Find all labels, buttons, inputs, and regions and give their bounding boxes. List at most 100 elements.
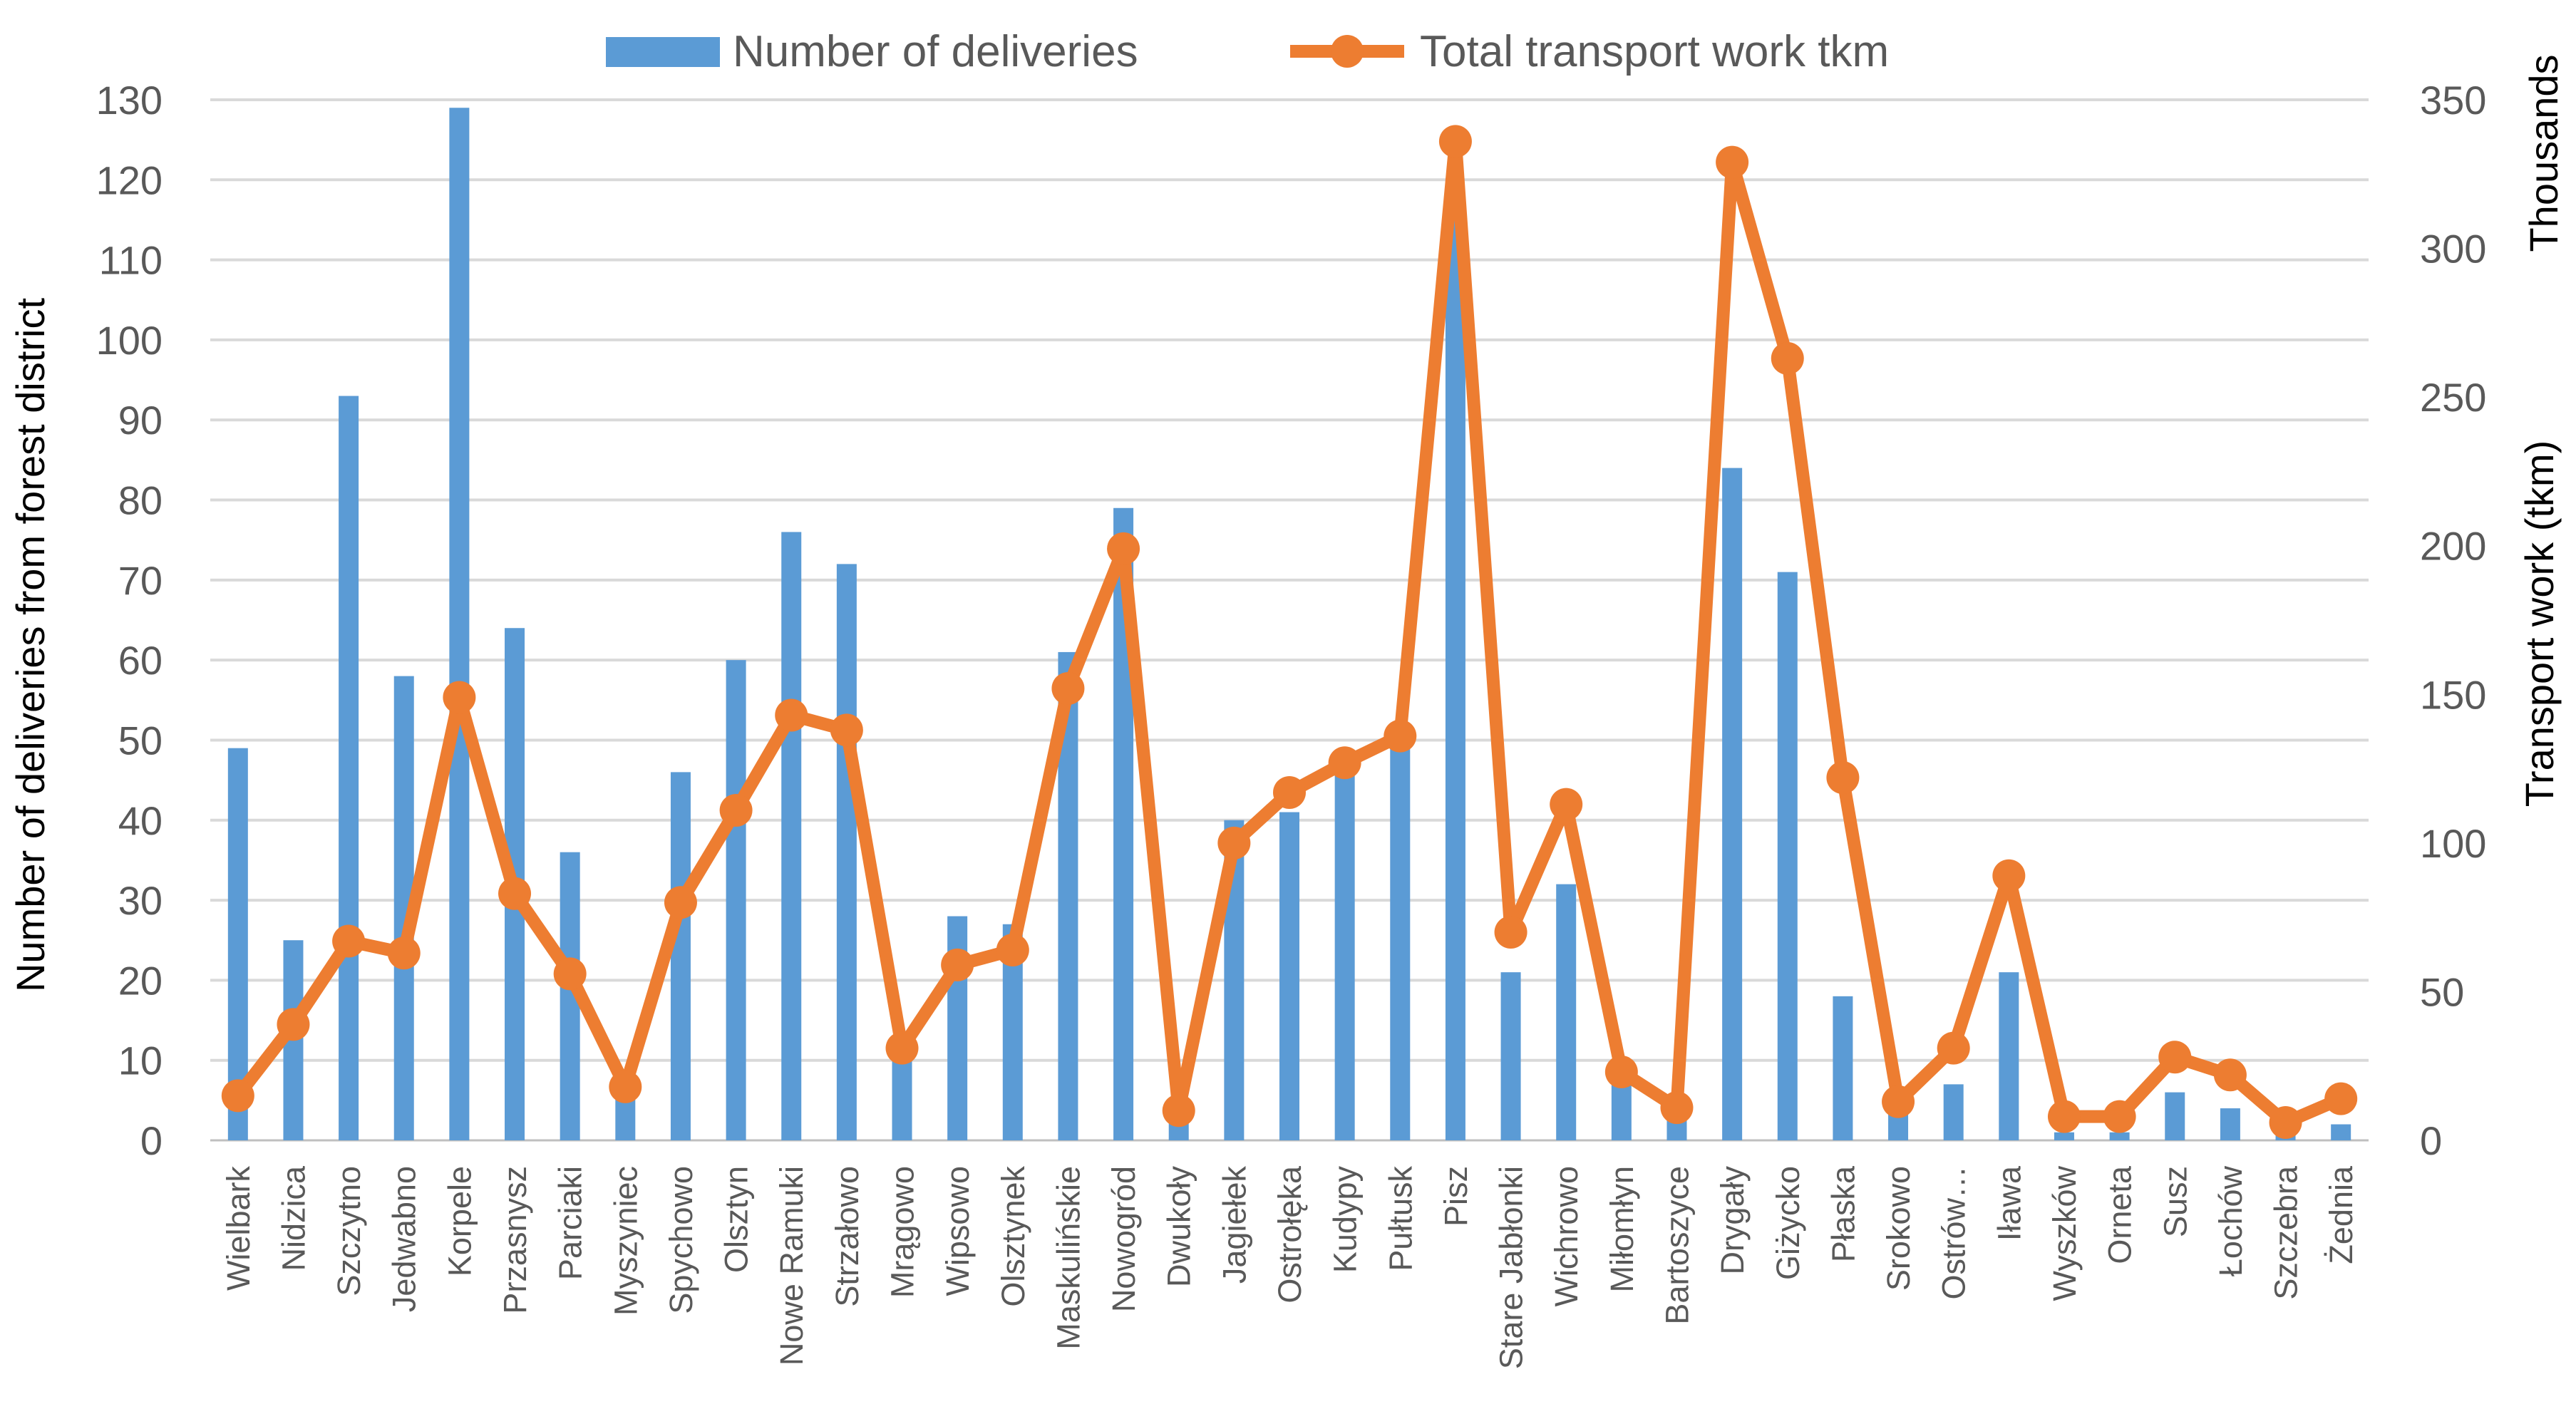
bar (1943, 1084, 1964, 1140)
category-label: Nidzica (275, 1165, 311, 1271)
line-marker (1162, 1094, 1195, 1128)
category-label: Żednia (2323, 1165, 2359, 1264)
bar (836, 564, 857, 1140)
line-marker (1716, 145, 1749, 179)
line-marker (2103, 1100, 2136, 1133)
line-marker (2324, 1082, 2358, 1115)
bar (1833, 996, 1853, 1140)
left-tick-label: 80 (118, 478, 163, 523)
left-tick-label: 70 (118, 558, 163, 603)
line-marker (1384, 719, 1417, 753)
bar (1334, 755, 1355, 1140)
line-marker (387, 936, 421, 970)
left-tick-label: 20 (118, 958, 163, 1003)
line-marker (1882, 1085, 1915, 1118)
category-label: Mrągowo (885, 1166, 921, 1298)
left-axis-ticks: 0 10 20 30 40 50 60 70 80 90 100 110 120 130 (96, 78, 163, 1163)
category-labels: Wielbark Nidzica Szczytno Jedwabno Korpele Pr… (220, 1165, 2359, 1369)
line-marker (221, 1079, 254, 1113)
bar (2331, 1124, 2351, 1140)
category-label: Pułtusk (1382, 1166, 1418, 1271)
category-label: Bartoszyce (1659, 1166, 1695, 1325)
line-marker (1217, 826, 1251, 860)
right-tick-label: 300 (2420, 227, 2486, 272)
legend-swatch-bars (606, 37, 720, 67)
line-marker (2213, 1058, 2247, 1092)
category-label: Susz (2157, 1166, 2193, 1237)
line-marker (1328, 746, 1361, 780)
category-label: Nowe Ramuki (773, 1166, 810, 1366)
right-tick-label: 350 (2420, 78, 2486, 123)
left-tick-label: 90 (118, 398, 163, 443)
left-tick-label: 0 (140, 1118, 163, 1163)
left-tick-label: 10 (118, 1038, 163, 1083)
category-label: Jedwabno (386, 1166, 423, 1312)
left-axis-title: Number of deliveries from forest distric… (8, 298, 53, 993)
legend-label-bars: Number of deliveries (733, 27, 1138, 76)
left-tick-label: 40 (118, 798, 163, 843)
line-marker (830, 713, 863, 747)
category-label: Srokowo (1880, 1166, 1917, 1291)
category-label: Pisz (1438, 1166, 1474, 1227)
bar (1500, 972, 1521, 1140)
line-marker (553, 957, 587, 991)
left-tick-label: 110 (99, 238, 163, 283)
category-label: Strzałowo (829, 1166, 865, 1307)
line-marker (2269, 1105, 2302, 1139)
right-tick-label: 0 (2420, 1118, 2442, 1163)
legend: Number of deliveries Total transport wor… (606, 27, 1889, 76)
category-label: Wipsowo (939, 1166, 976, 1296)
category-label: Płaska (1825, 1165, 1861, 1262)
bar (1390, 732, 1411, 1140)
category-label: Nowogród (1106, 1166, 1142, 1312)
line-marker (1604, 1056, 1638, 1089)
category-label: Ostrołęka (1272, 1165, 1308, 1304)
line-marker (498, 877, 532, 910)
category-label: Korpele (441, 1166, 478, 1276)
line-marker (1826, 761, 1860, 795)
line-marker (1937, 1031, 1970, 1065)
line-marker (2158, 1041, 2192, 1074)
line-marker (885, 1031, 919, 1065)
bar (2220, 1108, 2240, 1140)
line-marker (1107, 532, 1140, 565)
category-label: Giżycko (1770, 1166, 1806, 1280)
category-label: Iława (1991, 1165, 2027, 1241)
bar (227, 748, 248, 1140)
category-label: Stare Jabłonki (1493, 1166, 1530, 1369)
category-label: Ostrów… (1936, 1166, 1972, 1300)
bar (1445, 220, 1465, 1140)
right-tick-label: 100 (2420, 821, 2486, 866)
line-marker (775, 698, 808, 732)
line-marker (443, 681, 476, 714)
right-axis-unit-label: Thousands (2521, 54, 2566, 252)
bar (2165, 1092, 2185, 1140)
line-marker (719, 793, 753, 827)
category-label: Wielbark (220, 1166, 257, 1291)
left-tick-label: 100 (96, 318, 163, 363)
category-label: Szczytno (331, 1166, 367, 1296)
left-tick-label: 60 (118, 638, 163, 683)
right-tick-label: 250 (2420, 375, 2486, 420)
line-marker (1273, 775, 1306, 809)
line-marker (1438, 125, 1472, 158)
bar (2054, 1132, 2074, 1140)
right-tick-label: 50 (2420, 969, 2464, 1014)
line-marker (2047, 1100, 2081, 1133)
line-marker (1494, 916, 1527, 949)
line-marker (277, 1008, 310, 1041)
bar (670, 772, 691, 1140)
right-tick-label: 200 (2420, 524, 2486, 569)
category-label: Dwukoły (1161, 1166, 1197, 1288)
category-label: Spychowo (663, 1166, 699, 1314)
bar (726, 660, 746, 1140)
bar (1279, 812, 1299, 1140)
bar (2109, 1132, 2130, 1140)
bar (339, 396, 359, 1140)
category-label: Przasnysz (497, 1166, 533, 1314)
category-label: Orneta (2102, 1165, 2138, 1264)
right-tick-label: 150 (2420, 672, 2486, 717)
bar (1999, 972, 2019, 1140)
right-axis-title: Transport work (tkm) (2517, 440, 2562, 807)
line-marker (1771, 341, 1804, 375)
